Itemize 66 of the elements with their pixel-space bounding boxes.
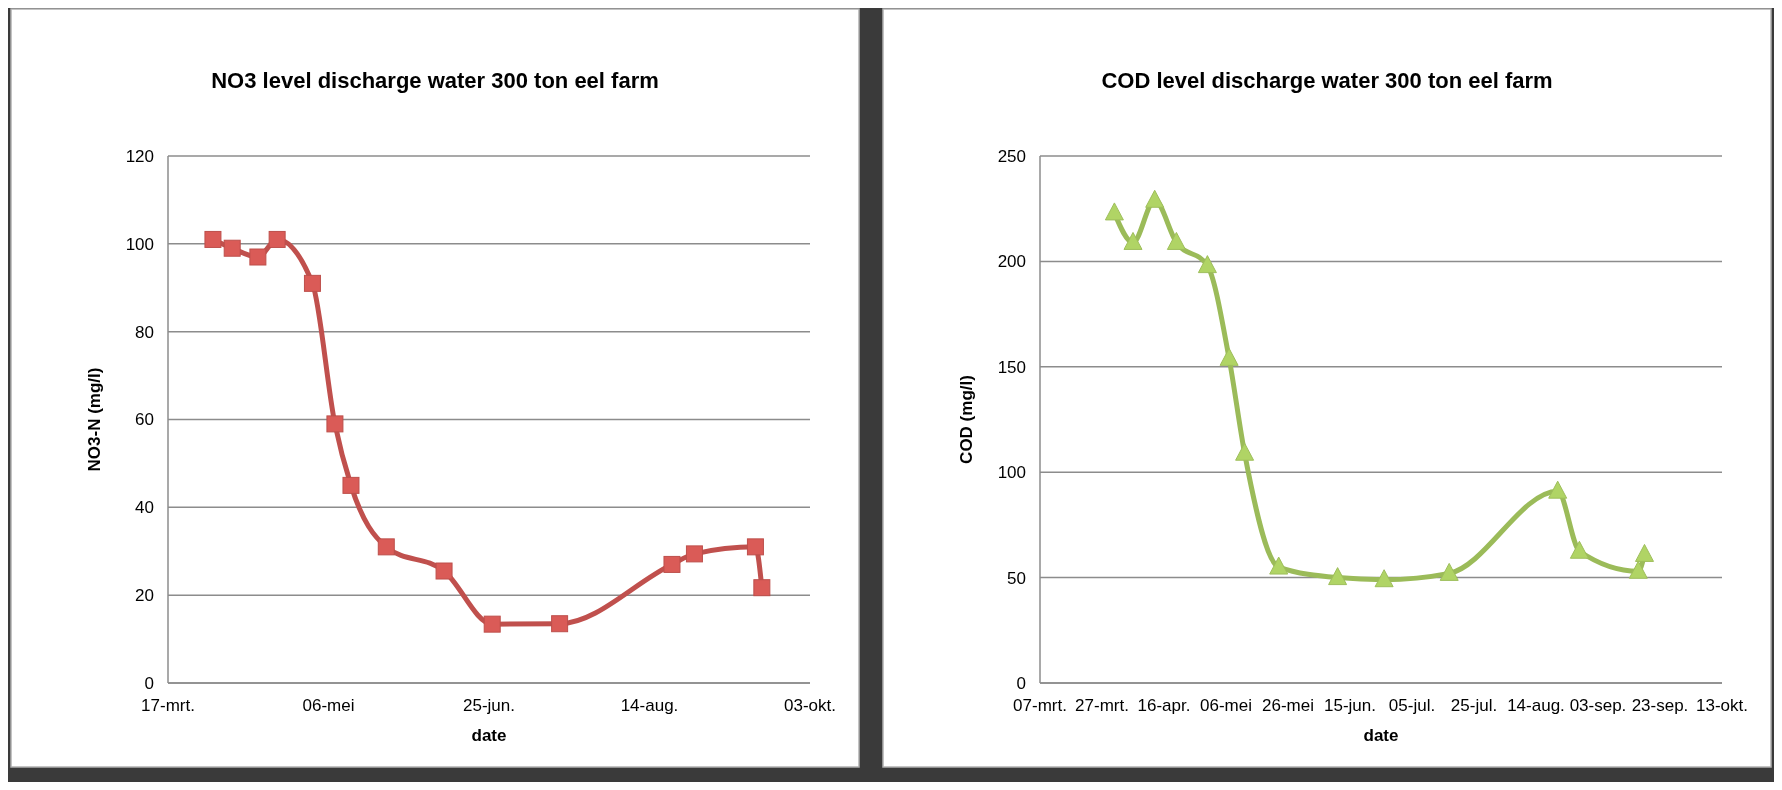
point	[685, 545, 703, 563]
point	[342, 476, 360, 494]
x-tick-label: 07-mrt.	[1013, 696, 1067, 715]
point	[1439, 562, 1459, 581]
point	[435, 562, 453, 580]
x-tick-label: 16-apr.	[1137, 696, 1191, 715]
x-tick-label: 26-mei	[1262, 696, 1314, 715]
point	[1374, 569, 1394, 588]
point	[1166, 231, 1186, 250]
y-tick-label: 120	[125, 146, 154, 166]
point	[1235, 442, 1255, 461]
point	[551, 615, 569, 633]
x-tick-label: 06-mei	[1200, 696, 1252, 715]
x-tick-label: 25-jul.	[1450, 696, 1498, 715]
point	[223, 239, 241, 257]
x-tick-label: 14-aug.	[1507, 696, 1565, 715]
point	[1219, 347, 1239, 366]
point	[1197, 255, 1217, 274]
y-axis-title: COD (mg/l)	[957, 375, 976, 464]
point	[1569, 540, 1589, 559]
point	[1269, 556, 1289, 575]
x-tick-label: 03-okt.	[784, 696, 836, 715]
point	[663, 555, 681, 573]
x-tick-label: 25-jun.	[463, 696, 515, 715]
y-tick-label: 0	[144, 673, 154, 693]
point	[249, 248, 267, 266]
point	[483, 615, 501, 633]
point	[1628, 560, 1648, 579]
x-axis-title: date	[471, 726, 507, 745]
y-tick-label: 50	[1007, 568, 1026, 588]
point	[1328, 567, 1348, 586]
y-tick-label: 40	[135, 498, 154, 518]
chart-title: NO3 level discharge water 300 ton eel farm	[211, 68, 659, 93]
point	[746, 538, 764, 556]
point	[753, 579, 771, 597]
x-tick-label: 17-mrt.	[141, 696, 195, 715]
y-tick-label: 0	[1016, 673, 1026, 693]
y-tick-label: 200	[997, 252, 1026, 272]
point	[303, 274, 321, 292]
y-tick-label: 250	[997, 146, 1026, 166]
x-tick-label: 06-mei	[302, 696, 355, 715]
x-tick-label: 27-mrt.	[1075, 696, 1129, 715]
chart-title: COD level discharge water 300 ton eel farm	[1101, 68, 1553, 93]
point	[377, 538, 395, 556]
x-tick-label: 05-jul.	[1388, 696, 1436, 715]
point	[268, 230, 286, 248]
y-tick-label: 150	[997, 357, 1026, 377]
y-axis-title: NO3-N (mg/l)	[85, 367, 104, 472]
x-tick-label: 13-okt.	[1696, 696, 1748, 715]
point	[326, 415, 344, 433]
y-tick-label: 60	[135, 410, 154, 430]
y-tick-label: 20	[135, 586, 154, 606]
x-tick-label: 03-sep.	[1569, 696, 1627, 715]
x-axis-title: date	[1363, 726, 1399, 745]
x-tick-label: 15-jun.	[1324, 696, 1376, 715]
point	[204, 230, 222, 248]
point	[1635, 543, 1654, 562]
y-tick-label: 80	[135, 322, 154, 342]
point	[1548, 480, 1568, 499]
y-tick-label: 100	[997, 463, 1026, 483]
y-tick-label: 100	[125, 234, 154, 254]
x-tick-label: 14-aug.	[620, 696, 679, 715]
point	[1145, 189, 1165, 208]
point	[1123, 231, 1143, 250]
point	[1104, 202, 1124, 221]
x-tick-label: 23-sep.	[1631, 696, 1689, 715]
